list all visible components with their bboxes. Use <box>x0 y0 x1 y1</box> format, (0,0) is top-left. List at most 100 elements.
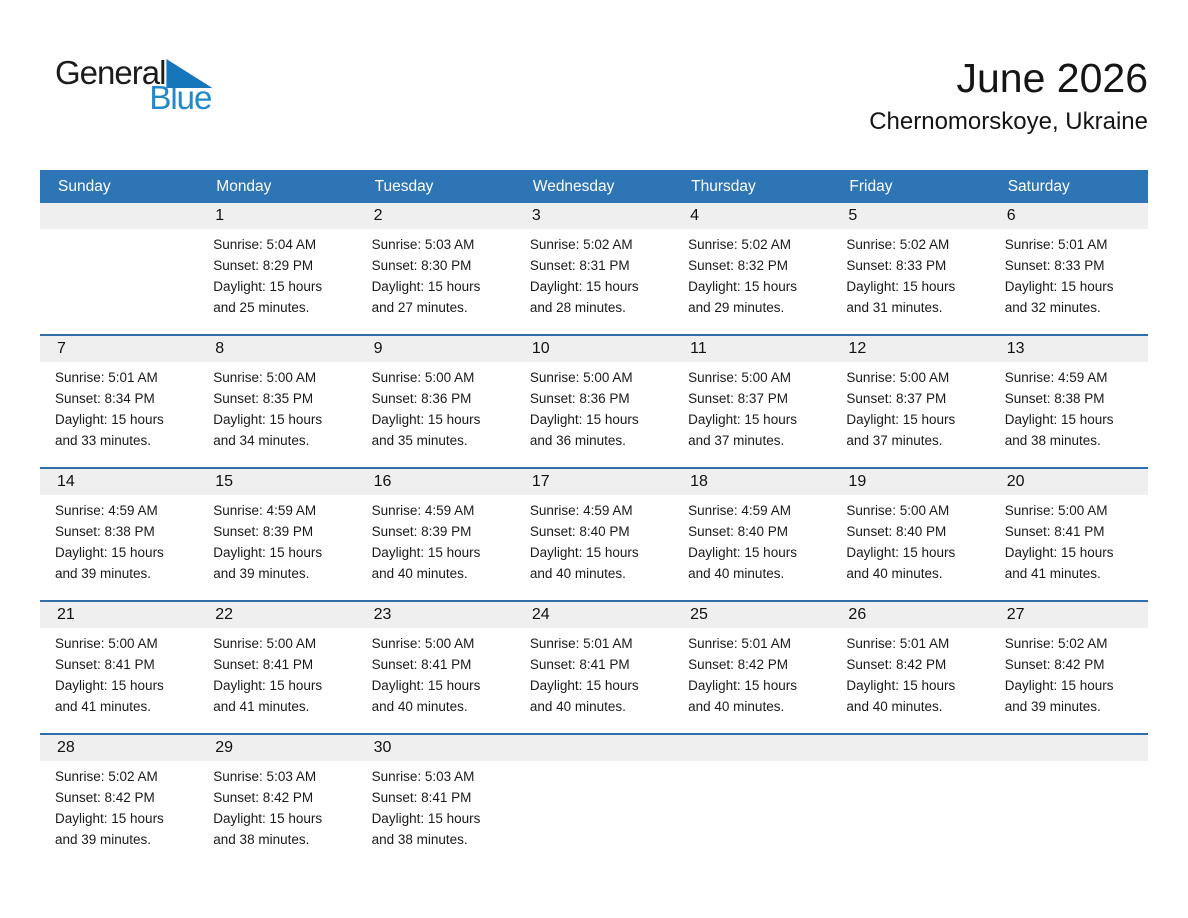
daylight-text-cont: and 39 minutes. <box>213 566 310 581</box>
daylight-text-cont: and 40 minutes. <box>688 566 785 581</box>
sunset-text: Sunset: 8:33 PM <box>1004 258 1105 273</box>
daylight-text: Daylight: 15 hours <box>371 678 481 693</box>
sunrise-text: Sunrise: 5:02 AM <box>688 237 791 252</box>
calendar-day-cell: Sunrise: 5:00 AM Sunset: 8:36 PM Daylight:… <box>515 362 673 451</box>
weekday-header-saturday: Saturday <box>1007 178 1070 195</box>
daylight-text-cont: and 36 minutes. <box>529 433 626 448</box>
calendar-day-cell: Sunrise: 5:02 AM Sunset: 8:32 PM Daylight:… <box>673 229 831 318</box>
day-number: 20 <box>1006 473 1025 490</box>
sunrise-text: Sunrise: 5:00 AM <box>688 370 791 385</box>
empty-day-cell <box>990 761 1148 850</box>
day-number-band: 28 29 30 <box>40 735 1148 761</box>
calendar-day-cell: Sunrise: 4:59 AM Sunset: 8:39 PM Daylight:… <box>357 495 515 584</box>
empty-day-cell <box>831 761 989 850</box>
empty-day-cell <box>515 761 673 850</box>
calendar-day-cell: Sunrise: 5:03 AM Sunset: 8:41 PM Daylight:… <box>357 761 515 850</box>
daylight-text-cont: and 34 minutes. <box>213 433 310 448</box>
sunrise-text: Sunrise: 5:00 AM <box>371 370 475 385</box>
sunrise-text: Sunrise: 5:02 AM <box>1004 636 1108 651</box>
sunrise-text: Sunrise: 5:01 AM <box>688 636 791 651</box>
sunrise-text: Sunrise: 5:00 AM <box>55 636 158 651</box>
day-number: 11 <box>690 340 707 357</box>
daylight-text-cont: and 40 minutes. <box>846 699 943 714</box>
weekday-header-sunday: Sunday <box>58 178 111 195</box>
daylight-text: Daylight: 15 hours <box>213 279 323 294</box>
day-number-band: 21 22 23 24 25 26 27 <box>40 602 1148 628</box>
daylight-text: Daylight: 15 hours <box>55 545 164 560</box>
daylight-text-cont: and 39 minutes. <box>55 566 152 581</box>
sunset-text: Sunset: 8:37 PM <box>846 391 947 406</box>
calendar-weeks: 1 2 3 4 5 6 Sunrise: 5:04 AM Sunset: 8:29 PM Day… <box>40 203 1148 866</box>
day-number: 9 <box>373 340 383 357</box>
calendar-day-cell: Sunrise: 4:59 AM Sunset: 8:40 PM Daylight:… <box>515 495 673 584</box>
day-number: 4 <box>690 207 700 224</box>
sunset-text: Sunset: 8:42 PM <box>688 657 788 672</box>
daylight-text: Daylight: 15 hours <box>846 412 956 427</box>
week-row: 14 15 16 17 18 19 20 Sunrise: 4:59 AM Sunset: 8:… <box>40 467 1148 600</box>
empty-day-cell <box>40 229 198 318</box>
daylight-text-cont: and 33 minutes. <box>55 433 152 448</box>
daylight-text-cont: and 35 minutes. <box>371 433 468 448</box>
daylight-text-cont: and 38 minutes. <box>213 832 310 847</box>
sunrise-text: Sunrise: 5:01 AM <box>846 636 950 651</box>
calendar-day-cell: Sunrise: 5:01 AM Sunset: 8:42 PM Daylight:… <box>831 628 989 717</box>
daylight-text: Daylight: 15 hours <box>688 412 797 427</box>
sunrise-text: Sunrise: 5:04 AM <box>213 237 317 252</box>
daylight-text-cont: and 40 minutes. <box>529 566 626 581</box>
daylight-text-cont: and 41 minutes. <box>213 699 310 714</box>
week-row: 7 8 9 10 11 12 13 Sunrise: 5:01 AM Sunset: 8:34 … <box>40 334 1148 467</box>
day-number: 16 <box>373 473 392 490</box>
daylight-text: Daylight: 15 hours <box>529 545 639 560</box>
daylight-text: Daylight: 15 hours <box>1004 279 1114 294</box>
sunset-text: Sunset: 8:36 PM <box>371 391 472 406</box>
sunrise-text: Sunrise: 5:01 AM <box>529 636 633 651</box>
weekday-header-wednesday: Wednesday <box>532 178 615 195</box>
empty-day-cell <box>673 761 831 850</box>
calendar-day-cell: Sunrise: 5:00 AM Sunset: 8:36 PM Daylight:… <box>357 362 515 451</box>
sunset-text: Sunset: 8:39 PM <box>371 524 472 539</box>
logo-text-general: General <box>55 54 166 91</box>
sunrise-text: Sunrise: 5:01 AM <box>55 370 158 385</box>
daylight-text: Daylight: 15 hours <box>213 412 323 427</box>
daylight-text: Daylight: 15 hours <box>688 279 797 294</box>
sunset-text: Sunset: 8:41 PM <box>55 657 155 672</box>
daylight-text: Daylight: 15 hours <box>55 811 164 826</box>
weekday-header-thursday: Thursday <box>691 178 756 195</box>
logo-row-general: General <box>55 54 213 91</box>
daylight-text-cont: and 40 minutes. <box>846 566 943 581</box>
title-block: June 2026 Chernomorskoye, Ukraine <box>869 55 1148 136</box>
day-detail-band: Sunrise: 5:01 AM Sunset: 8:34 PM Daylight:… <box>40 362 1148 451</box>
calendar-day-cell: Sunrise: 5:01 AM Sunset: 8:34 PM Daylight:… <box>40 362 198 451</box>
empty-day-number <box>515 735 673 761</box>
calendar-day-cell: Sunrise: 5:04 AM Sunset: 8:29 PM Daylight:… <box>198 229 356 318</box>
daylight-text-cont: and 41 minutes. <box>55 699 152 714</box>
calendar-day-cell: Sunrise: 5:01 AM Sunset: 8:33 PM Daylight:… <box>990 229 1148 318</box>
sunset-text: Sunset: 8:42 PM <box>846 657 947 672</box>
sunset-text: Sunset: 8:31 PM <box>529 258 630 273</box>
daylight-text-cont: and 39 minutes. <box>55 832 152 847</box>
sunset-text: Sunset: 8:36 PM <box>529 391 630 406</box>
day-number: 30 <box>373 739 392 756</box>
daylight-text: Daylight: 15 hours <box>529 279 639 294</box>
day-number: 23 <box>373 606 392 623</box>
sunrise-text: Sunrise: 5:03 AM <box>213 769 317 784</box>
day-number: 26 <box>848 606 867 623</box>
daylight-text-cont: and 41 minutes. <box>1004 566 1101 581</box>
empty-day-number <box>990 735 1148 761</box>
day-number: 21 <box>57 606 75 623</box>
day-number: 10 <box>531 340 550 357</box>
sunset-text: Sunset: 8:38 PM <box>1004 391 1105 406</box>
week-row: 1 2 3 4 5 6 Sunrise: 5:04 AM Sunset: 8:29 PM Day… <box>40 203 1148 334</box>
sunset-text: Sunset: 8:35 PM <box>213 391 314 406</box>
sunrise-text: Sunrise: 5:00 AM <box>529 370 633 385</box>
sunrise-text: Sunrise: 4:59 AM <box>213 503 317 518</box>
calendar-day-cell: Sunrise: 5:00 AM Sunset: 8:41 PM Daylight:… <box>990 495 1148 584</box>
day-number-band: 7 8 9 10 11 12 13 <box>40 336 1148 362</box>
calendar-day-cell: Sunrise: 4:59 AM Sunset: 8:38 PM Daylight:… <box>990 362 1148 451</box>
daylight-text: Daylight: 15 hours <box>846 678 956 693</box>
sunrise-text: Sunrise: 4:59 AM <box>529 503 633 518</box>
sunrise-text: Sunrise: 5:01 AM <box>1004 237 1108 252</box>
daylight-text-cont: and 37 minutes. <box>846 433 943 448</box>
week-row: 28 29 30 Sunrise: 5:02 AM Sunset: 8:42 PM Day… <box>40 733 1148 866</box>
daylight-text-cont: and 28 minutes. <box>529 300 626 315</box>
